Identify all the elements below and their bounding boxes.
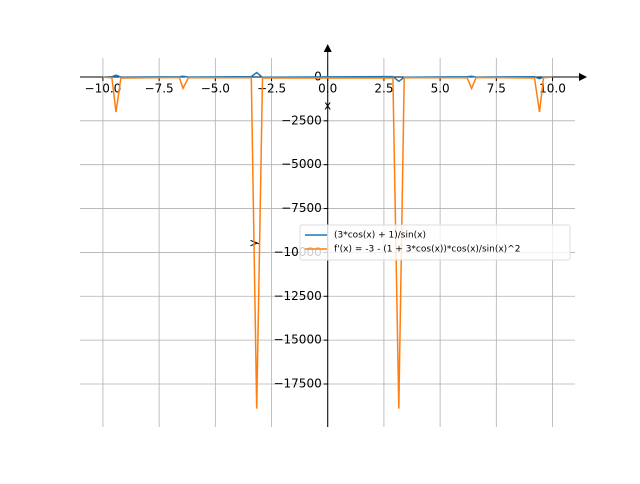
- x-tick-label: 10.0: [539, 81, 566, 95]
- y-tick-label: −12500: [273, 289, 321, 303]
- x-tick-label: −5.0: [201, 81, 230, 95]
- series-line: [102, 76, 553, 409]
- legend-label: f'(x) = -3 - (1 + 3*cos(x))*cos(x)/sin(x…: [334, 245, 520, 255]
- legend: (3*cos(x) + 1)/sin(x) f'(x) = -3 - (1 + 3…: [299, 224, 571, 261]
- y-tick-label: −5000: [281, 157, 322, 171]
- y-tick-label: −7500: [281, 201, 322, 215]
- legend-label: (3*cos(x) + 1)/sin(x): [334, 231, 426, 241]
- y-tick-label: −15000: [273, 333, 321, 347]
- x-tick-label: 5.0: [431, 81, 450, 95]
- x-tick-label: −2.5: [257, 81, 286, 95]
- y-tick-label: −17500: [273, 377, 321, 391]
- y-tick-label: −2500: [281, 113, 322, 127]
- legend-box: [299, 224, 571, 261]
- x-tick-label: 7.5: [487, 81, 506, 95]
- x-tick-label: −7.5: [145, 81, 174, 95]
- x-tick-label: −10.0: [85, 81, 122, 95]
- x-tick-label: 2.5: [374, 81, 393, 95]
- series-line: [102, 71, 553, 83]
- x-axis-label: x: [324, 98, 331, 112]
